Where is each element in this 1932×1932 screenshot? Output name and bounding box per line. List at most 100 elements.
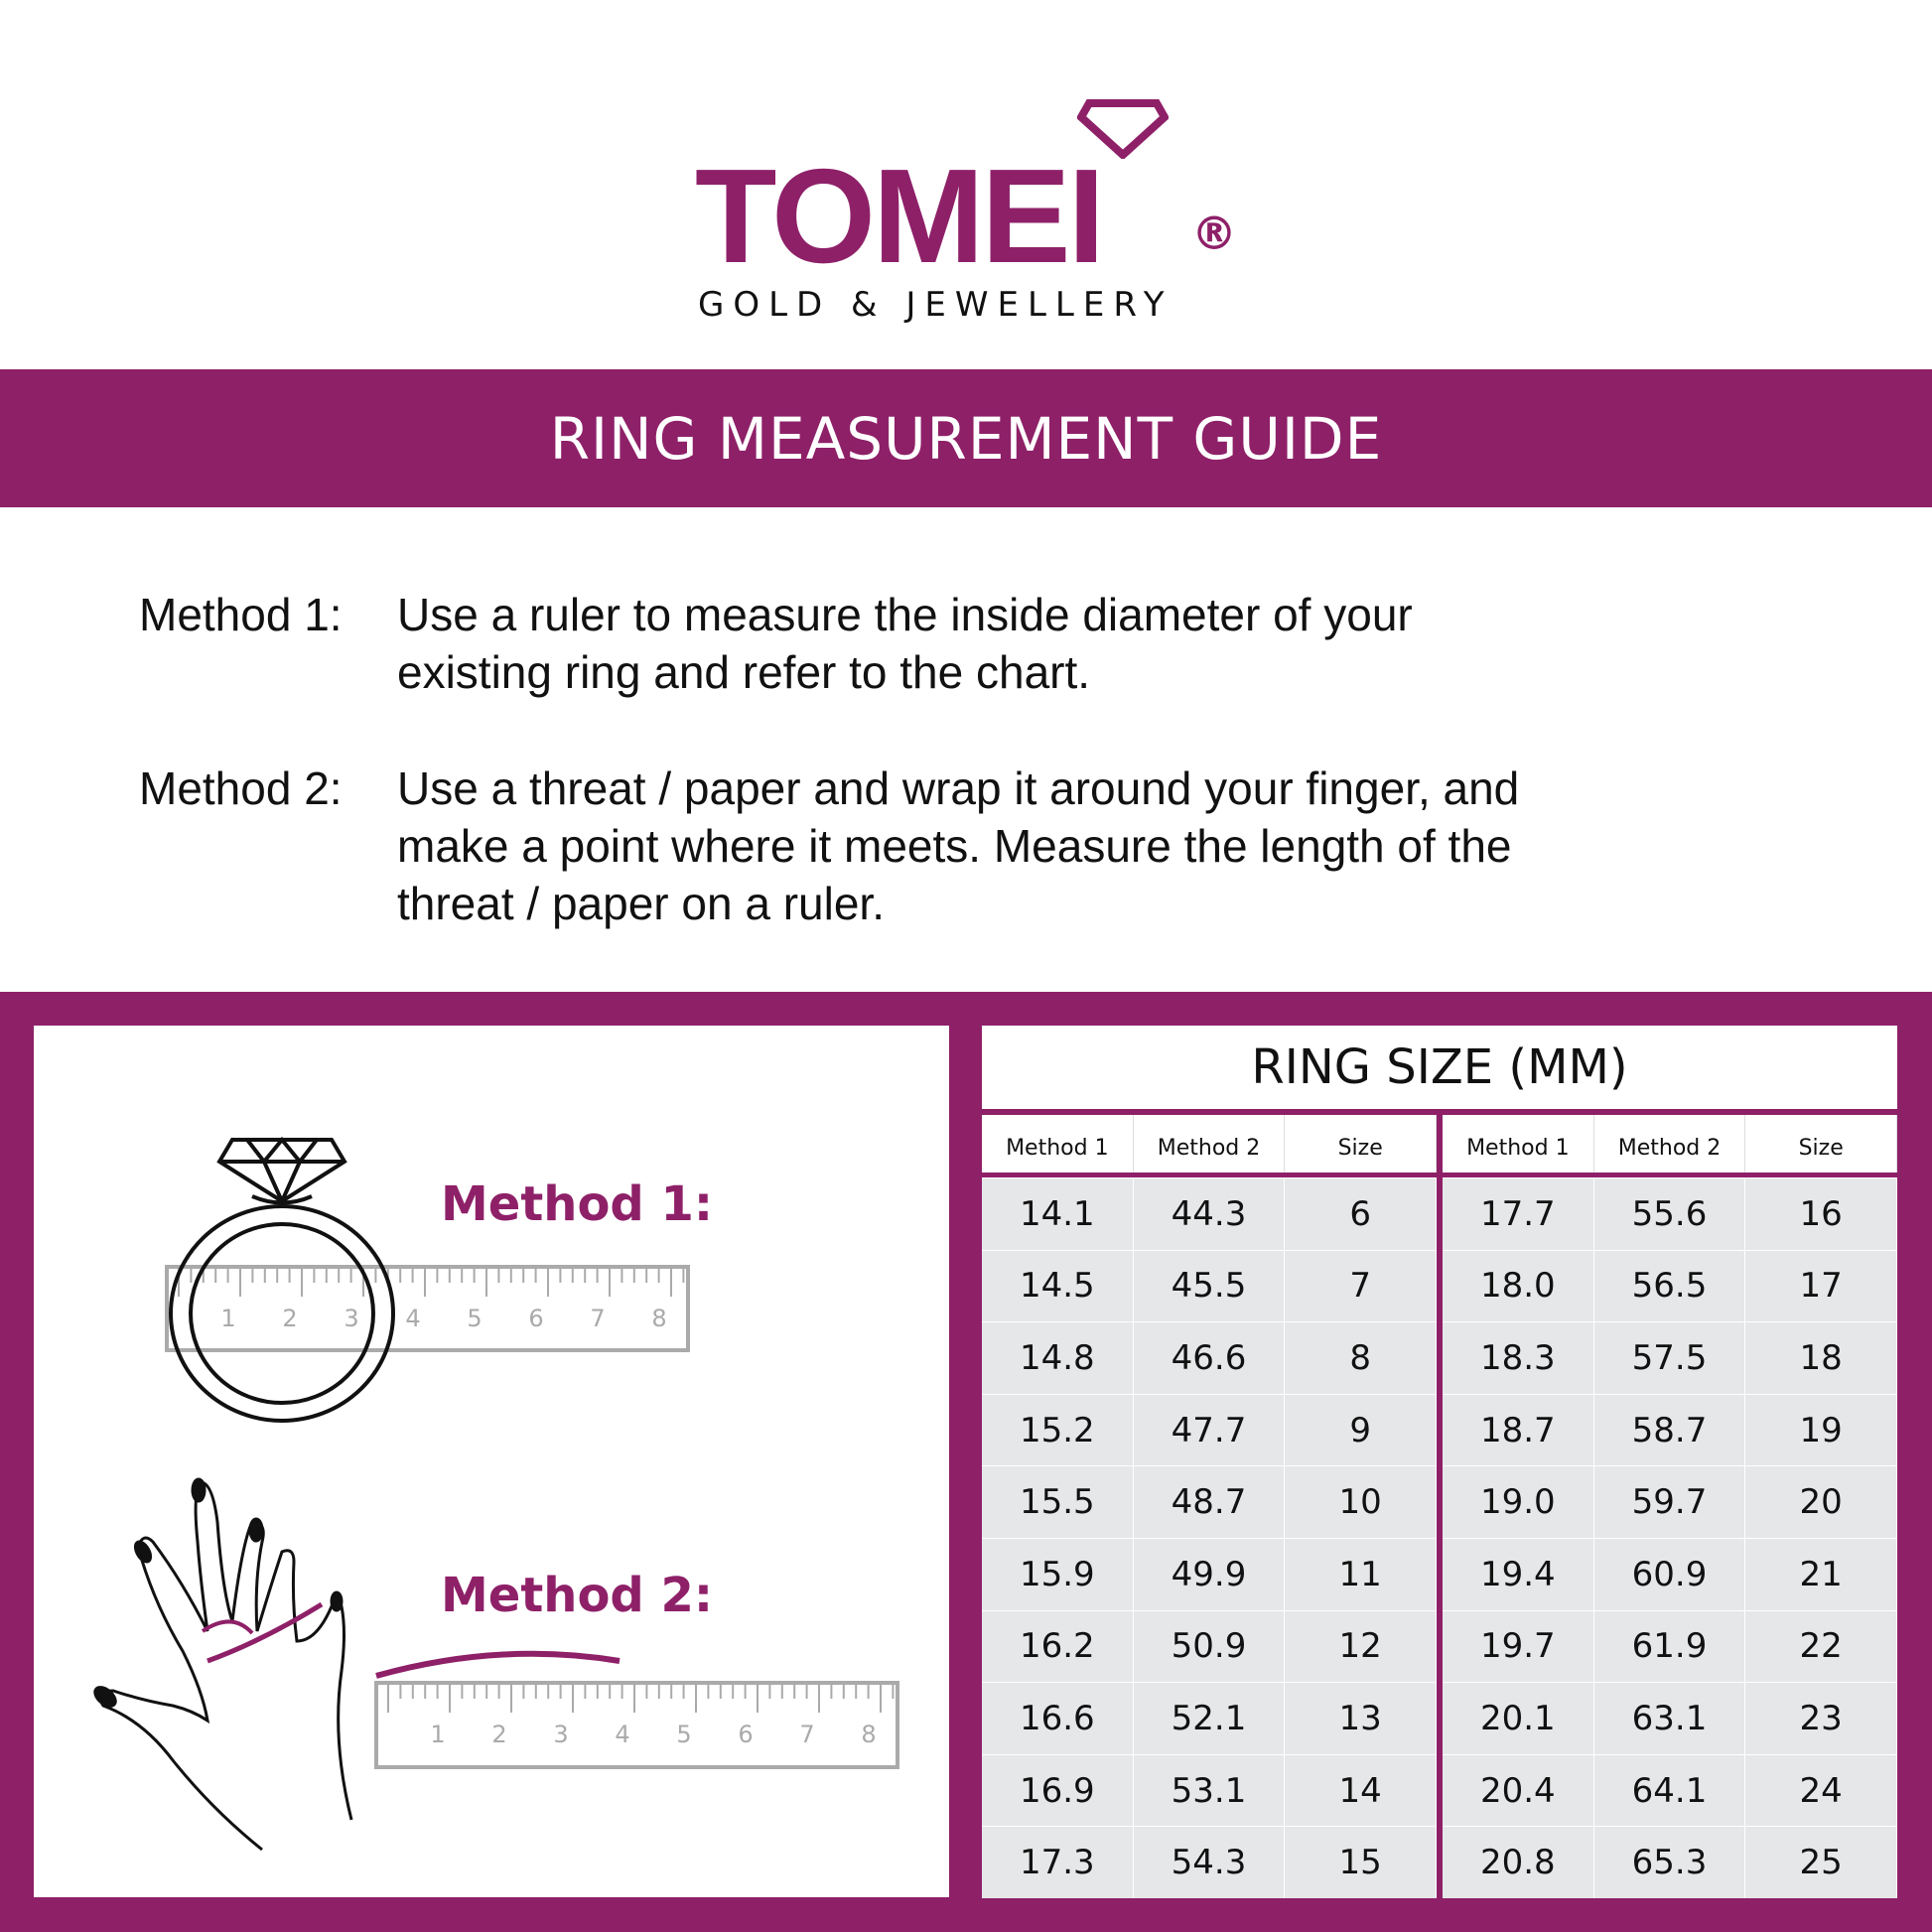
table-cell: 13 xyxy=(1285,1683,1438,1754)
method-1-label: Method 1: xyxy=(139,589,343,640)
table-row: 16.2 50.9 12 xyxy=(982,1609,1438,1683)
ruler-1: 1 2 3 4 5 6 7 8 xyxy=(165,1265,690,1352)
table-cell: 19 xyxy=(1745,1394,1898,1466)
illustrations: 1 2 3 4 5 6 7 8 Method 1: Method 2: 1 2 3 4 5 6 7 8 xyxy=(93,1136,899,1852)
table-row: 17.3 54.3 15 xyxy=(982,1826,1438,1898)
column-header: Method 1 xyxy=(982,1115,1134,1173)
ring-size-table: RING SIZE (MM) Method 1 Method 2 Size 14.1 4… xyxy=(982,1026,1898,1898)
table-cell: 64.1 xyxy=(1594,1754,1746,1827)
ruler-number: 5 xyxy=(676,1721,691,1748)
table-row: 14.8 46.6 8 xyxy=(982,1321,1438,1394)
table-cell: 19.4 xyxy=(1443,1538,1594,1610)
table-cell: 65.3 xyxy=(1594,1827,1746,1898)
table-cell: 15.2 xyxy=(982,1394,1134,1466)
table-row: 20.4 64.1 24 xyxy=(1443,1753,1898,1827)
table-cell: 46.6 xyxy=(1134,1322,1286,1394)
table-cell: 16.2 xyxy=(982,1610,1134,1683)
table-cell: 56.5 xyxy=(1594,1250,1746,1322)
table-cell: 24 xyxy=(1745,1754,1898,1827)
thread-icon xyxy=(375,1650,621,1679)
ruler-2: 1 2 3 4 5 6 7 8 xyxy=(374,1681,899,1769)
logo: TOMEI ® GOLD & JEWELLERY xyxy=(0,0,1932,338)
table-cell: 61.9 xyxy=(1594,1610,1746,1683)
table-cell: 14.8 xyxy=(982,1322,1134,1394)
table-right-half: Method 1 Method 2 Size 17.7 55.6 16 18.0 56.5 17… xyxy=(1443,1115,1898,1898)
ring-icon xyxy=(169,1136,395,1423)
table-cell: 11 xyxy=(1285,1538,1438,1610)
ruler-number: 6 xyxy=(528,1305,543,1332)
text-line: threat / paper on a ruler. xyxy=(397,878,885,929)
logo-wordmark: TOMEI xyxy=(695,141,1105,291)
table-cell: 15 xyxy=(1285,1827,1438,1898)
table-cell: 20.4 xyxy=(1443,1754,1594,1827)
logo-tagline: GOLD & JEWELLERY xyxy=(698,285,1173,325)
table-cell: 45.5 xyxy=(1134,1250,1286,1322)
table-row: 15.5 48.7 10 xyxy=(982,1465,1438,1538)
column-header: Method 2 xyxy=(1594,1115,1746,1173)
table-cell: 21 xyxy=(1745,1538,1898,1610)
table-cell: 16.6 xyxy=(982,1683,1134,1754)
table-cell: 15.5 xyxy=(982,1466,1134,1538)
table-row: 19.4 60.9 21 xyxy=(1443,1537,1898,1610)
table-cell: 19.7 xyxy=(1443,1610,1594,1683)
registered-mark: ® xyxy=(1191,207,1237,260)
header-row: Method 1 Method 2 Size xyxy=(982,1115,1438,1173)
table-cell: 60.9 xyxy=(1594,1538,1746,1610)
table-row: 20.1 63.1 23 xyxy=(1443,1682,1898,1754)
text-line: Use a ruler to measure the inside diamet… xyxy=(397,589,1413,640)
table-row: 20.8 65.3 25 xyxy=(1443,1826,1898,1898)
ruler-number: 7 xyxy=(590,1305,605,1332)
table-cell: 23 xyxy=(1745,1683,1898,1754)
table-cell: 12 xyxy=(1285,1610,1438,1683)
table-cell: 16 xyxy=(1745,1178,1898,1250)
ruler-number: 1 xyxy=(430,1721,445,1748)
diamond-icon xyxy=(1077,99,1169,159)
method-2-label: Method 2: xyxy=(139,762,343,814)
text-line: existing ring and refer to the chart. xyxy=(397,646,1091,698)
table-cell: 8 xyxy=(1285,1322,1438,1394)
table-row: 18.3 57.5 18 xyxy=(1443,1321,1898,1394)
ruler-number: 3 xyxy=(344,1305,358,1332)
ruler-number: 8 xyxy=(651,1305,666,1332)
table-row: 19.7 61.9 22 xyxy=(1443,1609,1898,1683)
table-row: 18.0 56.5 17 xyxy=(1443,1249,1898,1322)
page-title: RING MEASUREMENT GUIDE xyxy=(549,404,1383,473)
table-cell: 10 xyxy=(1285,1466,1438,1538)
table-row: 15.2 47.7 9 xyxy=(982,1393,1438,1466)
table-left-half: Method 1 Method 2 Size 14.1 44.3 6 14.5 45.5 7 14… xyxy=(982,1115,1438,1898)
table-cell: 57.5 xyxy=(1594,1322,1746,1394)
method-2-heading: Method 2: xyxy=(441,1568,713,1623)
table-cell: 53.1 xyxy=(1134,1754,1286,1827)
ruler-number: 3 xyxy=(553,1721,568,1748)
text-line: make a point where it meets. Measure the… xyxy=(397,820,1512,872)
table-cell: 14 xyxy=(1285,1754,1438,1827)
ruler-number: 8 xyxy=(861,1721,876,1748)
table-cell: 17.3 xyxy=(982,1827,1134,1898)
illustration-panel: 1 2 3 4 5 6 7 8 Method 1: Method 2: 1 2 3 4 5 6 7 8 xyxy=(34,1026,949,1897)
table-cell: 17.7 xyxy=(1443,1178,1594,1250)
table-cell: 48.7 xyxy=(1134,1466,1286,1538)
table-cell: 6 xyxy=(1285,1178,1438,1250)
table-cell: 18.7 xyxy=(1443,1394,1594,1466)
column-header: Method 2 xyxy=(1134,1115,1286,1173)
header-row: Method 1 Method 2 Size xyxy=(1443,1115,1898,1173)
method-1-heading: Method 1: xyxy=(441,1176,713,1232)
ruler-number: 6 xyxy=(738,1721,753,1748)
column-header: Method 1 xyxy=(1443,1115,1594,1173)
table-cell: 63.1 xyxy=(1594,1683,1746,1754)
table-title: RING SIZE (MM) xyxy=(982,1026,1897,1109)
text-line: Use a threat / paper and wrap it around … xyxy=(397,762,1520,814)
method-2-text: Use a threat / paper and wrap it around … xyxy=(397,759,1906,932)
ruler-number: 5 xyxy=(467,1305,482,1332)
table-cell: 9 xyxy=(1285,1394,1438,1466)
table-row: 18.7 58.7 19 xyxy=(1443,1393,1898,1466)
table-row: 14.1 44.3 6 xyxy=(982,1177,1438,1250)
table-cell: 19.0 xyxy=(1443,1466,1594,1538)
table-cell: 25 xyxy=(1745,1827,1898,1898)
ruler-number: 7 xyxy=(799,1721,814,1748)
table-row: 15.9 49.9 11 xyxy=(982,1537,1438,1610)
table-cell: 59.7 xyxy=(1594,1466,1746,1538)
table-cell: 44.3 xyxy=(1134,1178,1286,1250)
table-cell: 20.8 xyxy=(1443,1827,1594,1898)
table-cell: 54.3 xyxy=(1134,1827,1286,1898)
